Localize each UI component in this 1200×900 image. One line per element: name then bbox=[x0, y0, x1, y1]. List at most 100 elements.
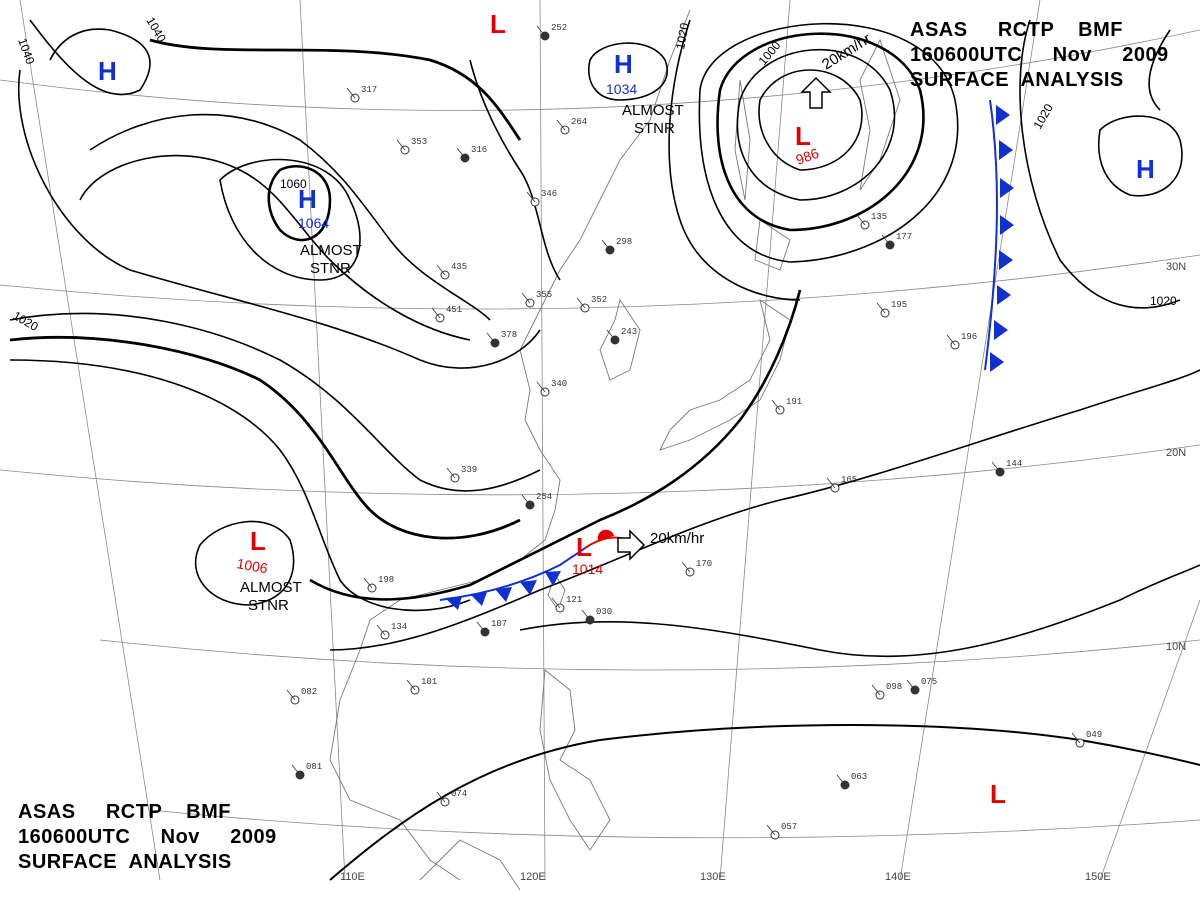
wind-barb bbox=[856, 214, 866, 226]
isobar bbox=[758, 69, 863, 171]
title-line-1: ASAS RCTP BMF bbox=[910, 19, 1123, 41]
parallel-40n bbox=[0, 29, 1200, 111]
low-pressure-value: 1006 bbox=[235, 555, 269, 576]
coast-korea bbox=[599, 298, 641, 381]
station-pressure: 049 bbox=[1086, 730, 1102, 740]
motion-speed-taiwan: 20km/hr bbox=[650, 530, 704, 547]
cold-front-east bbox=[984, 99, 1014, 372]
parallel-0 bbox=[149, 809, 1200, 839]
front-barb bbox=[495, 587, 512, 602]
station-pressure: 195 bbox=[891, 300, 907, 310]
front-barb bbox=[997, 285, 1011, 305]
high-center-sea-of-japan: H 1034 ALMOST STNR bbox=[606, 49, 684, 137]
station-plots: 252 317 353 316 264 346 298 435 451 378 355 352 243 3… bbox=[286, 23, 1102, 840]
low-symbol: L bbox=[990, 779, 1006, 809]
station-pressure: 191 bbox=[786, 397, 802, 407]
station-pressure: 101 bbox=[421, 677, 437, 687]
coast-japan bbox=[659, 298, 791, 451]
wind-barb bbox=[436, 264, 446, 276]
front-barb bbox=[545, 571, 561, 586]
front-barb bbox=[999, 140, 1013, 160]
wind-barb bbox=[826, 477, 836, 489]
note-line: STNR bbox=[310, 260, 351, 277]
coast-china bbox=[359, 9, 691, 651]
chart-title-bottom: ASAS RCTP BMF 160600UTC Nov 2009 SURFACE A… bbox=[18, 800, 277, 875]
front-barb bbox=[994, 320, 1008, 340]
isobar bbox=[29, 19, 151, 96]
wind-barb bbox=[766, 824, 776, 836]
front-barb bbox=[520, 580, 537, 595]
high-symbol: H bbox=[1136, 154, 1155, 184]
coast-philippines bbox=[539, 669, 611, 851]
low-symbol: L bbox=[795, 121, 811, 151]
low-symbol: L bbox=[490, 9, 506, 39]
station-pressure: 081 bbox=[306, 762, 322, 772]
lon-label: 140E bbox=[885, 871, 911, 883]
isobar bbox=[1098, 115, 1183, 197]
motion-arrow-taiwan bbox=[617, 529, 646, 561]
coast-indochina bbox=[329, 649, 461, 881]
isobar bbox=[194, 520, 295, 606]
isobar bbox=[668, 19, 801, 301]
axis-labels: 110E 120E 130E 140E 150E 30N 20N 10N bbox=[340, 261, 1186, 883]
station-pressure: 063 bbox=[851, 772, 867, 782]
lon-label: 130E bbox=[700, 871, 726, 883]
graticule bbox=[0, 0, 1200, 881]
meridian-120e bbox=[539, 0, 546, 881]
wind-barb bbox=[991, 461, 1001, 473]
low-symbol: L bbox=[250, 526, 266, 556]
low-pressure-value: 986 bbox=[794, 145, 822, 168]
low-center-tibet: L 1006 ALMOST STNR bbox=[235, 526, 306, 614]
high-center-nw: H bbox=[98, 56, 117, 86]
wind-barb bbox=[363, 577, 373, 589]
title-line-3: SURFACE ANALYSIS bbox=[910, 69, 1124, 91]
station-pressure: 082 bbox=[301, 687, 317, 697]
wind-barb bbox=[551, 597, 561, 609]
pressure-systems: H H 1064 ALMOST STNR H 1034 ALMOST STNR … bbox=[98, 9, 1155, 809]
front-barb bbox=[1000, 215, 1014, 235]
station-pressure: 135 bbox=[871, 212, 887, 222]
isobar bbox=[219, 158, 361, 281]
lon-label: 120E bbox=[520, 871, 546, 883]
wind-barb bbox=[906, 679, 916, 691]
station-pressure: 378 bbox=[501, 330, 517, 340]
wind-barb bbox=[871, 684, 881, 696]
wind-barb bbox=[946, 334, 956, 346]
wind-barb bbox=[446, 467, 456, 479]
parallel-10n bbox=[99, 639, 1200, 671]
parallel-20n bbox=[0, 444, 1200, 496]
station-pressure: 435 bbox=[451, 262, 467, 272]
low-center-kamchatka: L 986 bbox=[794, 121, 822, 168]
low-center-taiwan: L 1014 bbox=[572, 532, 603, 577]
isobar-labels: 1040 1040 1060 1020 1000 1020 1020 1020 bbox=[11, 15, 1178, 335]
station-pressure: 098 bbox=[886, 682, 902, 692]
station-pressure: 252 bbox=[551, 23, 567, 33]
isobar bbox=[18, 69, 541, 369]
station-pressure: 057 bbox=[781, 822, 797, 832]
motion-arrow-kamchatka bbox=[800, 76, 832, 109]
wind-barb bbox=[526, 191, 536, 203]
isobar bbox=[716, 32, 925, 232]
low-center-pacific: L bbox=[990, 779, 1006, 809]
station-pressure: 134 bbox=[391, 622, 407, 632]
station-pressure: 075 bbox=[921, 677, 937, 687]
low-pressure-value: 1014 bbox=[572, 561, 603, 577]
isobar bbox=[9, 312, 541, 492]
title-line-3: SURFACE ANALYSIS bbox=[18, 851, 232, 873]
almost-stnr-label-3: ALMOST STNR bbox=[240, 579, 306, 614]
isobar bbox=[79, 154, 471, 341]
front-barb bbox=[470, 592, 487, 606]
station-pressure: 165 bbox=[841, 475, 857, 485]
station-pressure: 340 bbox=[551, 379, 567, 389]
high-pressure-value: 1034 bbox=[606, 81, 637, 97]
wind-barb bbox=[396, 139, 406, 151]
note-line: ALMOST bbox=[240, 579, 302, 596]
almost-stnr-label-1: ALMOST STNR bbox=[300, 242, 366, 277]
note-line: STNR bbox=[634, 120, 675, 137]
station-pressure: 144 bbox=[1006, 459, 1022, 469]
station-pressure: 264 bbox=[571, 117, 587, 127]
wind-barb bbox=[536, 25, 546, 37]
lon-label: 150E bbox=[1085, 871, 1111, 883]
wind-barb bbox=[521, 292, 531, 304]
